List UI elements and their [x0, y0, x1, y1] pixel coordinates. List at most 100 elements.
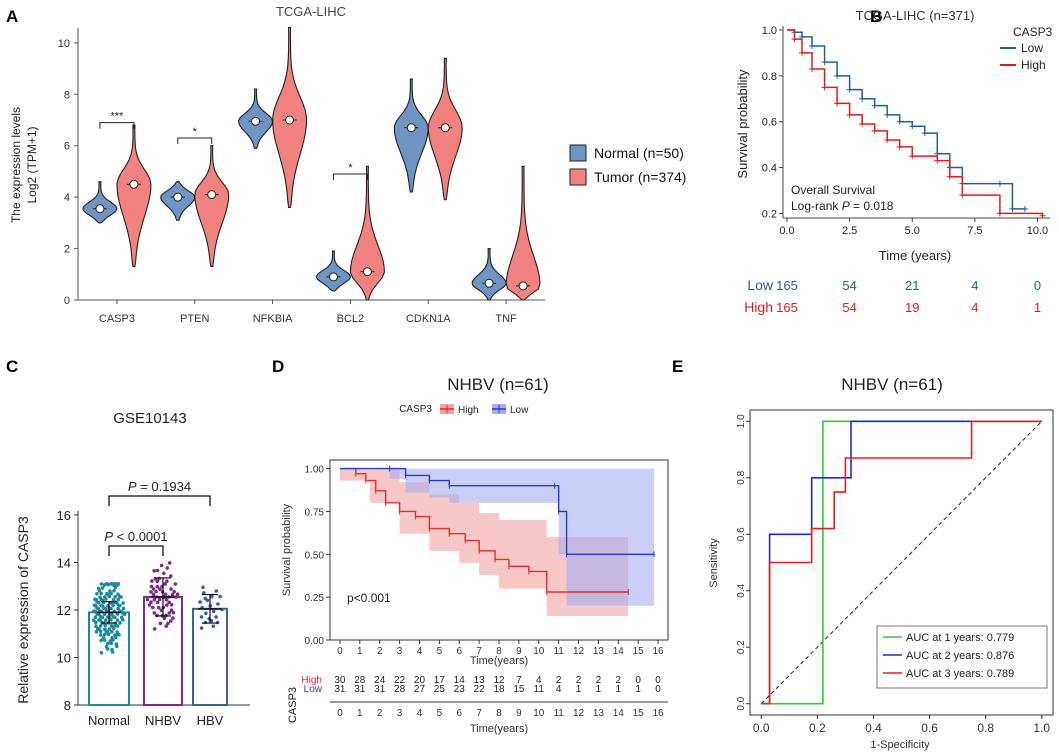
data-point [169, 603, 174, 607]
data-point [147, 603, 152, 607]
censor-mark [946, 173, 953, 180]
data-point [169, 619, 173, 623]
data-point [152, 611, 157, 615]
x-tick-label: 2.5 [842, 225, 857, 237]
panel-d-survival-chart: NHBV (n=61)CASP3 High Low0.000.250.500.751… [281, 375, 669, 735]
annotation-logrank-value: = 0.018 [850, 199, 894, 213]
median-point [251, 116, 261, 126]
comparison-p: P [104, 529, 113, 544]
x-category-label: NHBV [145, 713, 181, 728]
risk-table-value: 1 [616, 684, 622, 695]
data-point [170, 592, 175, 597]
censor-mark [846, 111, 853, 118]
data-point [166, 621, 170, 626]
data-point [169, 587, 173, 591]
risk-table-value: 14 [454, 675, 466, 686]
risk-table-value: 22 [474, 684, 486, 695]
x-tick-label: 5.0 [905, 225, 920, 237]
data-point [102, 632, 107, 637]
censor-mark [934, 157, 941, 164]
risk-table-value: 19 [905, 300, 919, 315]
data-point [101, 600, 106, 605]
x-tick-label: 0.0 [779, 225, 794, 237]
risk-x-tick-label: 0 [337, 708, 343, 719]
x-tick-label: 0.0 [753, 721, 770, 735]
y-tick-label: 2 [64, 244, 70, 256]
data-point [107, 627, 112, 631]
comparison-label: P = 0.1934 [128, 479, 191, 494]
censor-mark [809, 65, 816, 72]
x-tick-label: 12 [573, 646, 585, 657]
data-point [202, 591, 206, 595]
risk-table-value: 54 [842, 278, 856, 293]
data-point [111, 603, 115, 608]
data-point [151, 587, 156, 591]
censor-mark [871, 102, 878, 109]
violin-normal [471, 248, 507, 301]
significance-bracket [177, 137, 213, 144]
data-point [102, 606, 106, 611]
censor-mark [846, 86, 853, 93]
x-tick-label: 0.8 [977, 721, 994, 735]
risk-table-ylabel: CASP3 [287, 687, 299, 723]
data-point [116, 582, 121, 586]
risk-table-value: 0 [655, 684, 661, 695]
risk-x-axis-label: Time(years) [470, 723, 528, 735]
annotation-logrank: Log-rank P = 0.018 [791, 199, 894, 213]
data-point [216, 602, 220, 606]
data-point [154, 589, 158, 594]
risk-x-tick-label: 7 [476, 708, 482, 719]
data-point [150, 579, 154, 583]
data-point [106, 632, 111, 637]
y-tick-label: 4 [64, 192, 70, 204]
chart-title: NHBV (n=61) [841, 375, 943, 394]
data-point [169, 608, 174, 612]
censor-mark [859, 95, 866, 102]
legend-label: High [1021, 58, 1046, 72]
data-point [121, 601, 125, 605]
chart-title: NHBV (n=61) [447, 375, 549, 394]
x-tick-label: 0.2 [809, 721, 826, 735]
significance-label: *** [110, 111, 124, 123]
censor-mark [1039, 212, 1046, 219]
censor-mark [921, 130, 928, 137]
y-axis-label-line1: The expression levels [9, 107, 23, 223]
legend-title: CASP3 [1013, 25, 1053, 39]
data-point [103, 618, 108, 622]
median-point [440, 123, 450, 133]
median-point [173, 192, 183, 202]
y-tick-label: 0.50 [305, 550, 325, 561]
significance-bracket [99, 122, 135, 129]
data-point [205, 598, 210, 603]
legend-label: AUC at 3 years: 0.789 [906, 668, 1014, 680]
data-point [164, 624, 169, 628]
legend-swatch [569, 144, 587, 162]
confidence-band-low [339, 468, 655, 606]
risk-table-value: 31 [374, 684, 386, 695]
data-point [214, 615, 218, 619]
data-point [115, 644, 119, 648]
panel-label-b: B [870, 7, 882, 26]
data-point [109, 624, 114, 628]
data-point [155, 600, 160, 605]
median-point [518, 281, 528, 291]
data-point [107, 594, 112, 599]
risk-x-tick-label: 3 [397, 708, 403, 719]
data-point [199, 626, 204, 630]
data-point [104, 582, 109, 586]
censor-mark [896, 118, 903, 125]
x-tick-label: 6 [456, 646, 462, 657]
data-point [113, 585, 118, 590]
data-point [171, 610, 176, 615]
data-point [167, 600, 171, 605]
x-tick-label: 15 [633, 646, 645, 657]
censor-mark [909, 153, 916, 160]
chart-title: GSE10143 [113, 410, 186, 427]
data-point [152, 598, 157, 602]
censor-mark [884, 111, 891, 118]
risk-x-tick-label: 8 [496, 708, 502, 719]
comparison-value: < 0.0001 [113, 529, 168, 544]
risk-table-row-label: High [744, 299, 773, 315]
plot-frame [749, 409, 1054, 716]
